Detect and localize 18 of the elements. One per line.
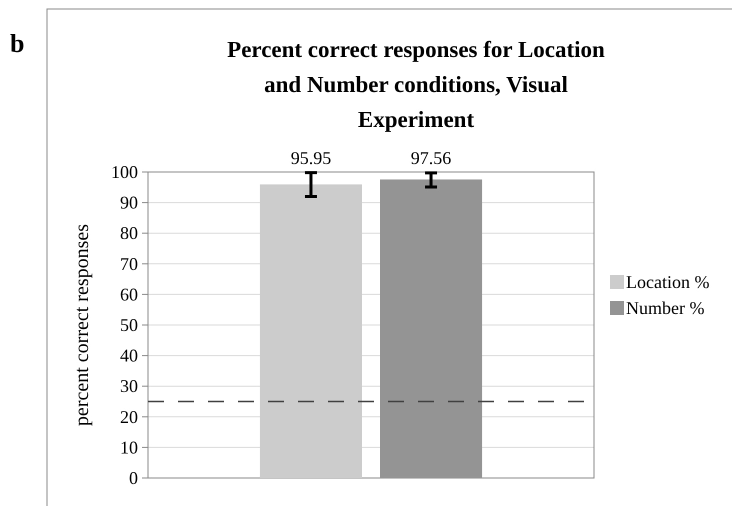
- y-tick-label: 40: [120, 346, 138, 366]
- y-tick-label: 10: [120, 437, 138, 458]
- y-tick-label: 30: [120, 376, 138, 396]
- chart-title: Percent correct responses for Location and Number conditions, Visual Experiment: [227, 37, 606, 132]
- data-label: 95.95: [290, 148, 332, 168]
- data-label: 97.56: [410, 148, 452, 168]
- y-tick-label: 20: [120, 406, 138, 427]
- y-tick-label: 50: [120, 315, 138, 335]
- y-tick-label: 100: [111, 162, 138, 182]
- legend-label: Number %: [626, 298, 704, 318]
- text: b: [10, 29, 24, 58]
- legend-label: Location %: [626, 272, 710, 292]
- y-tick-label: 90: [120, 192, 138, 213]
- y-tick-label: 80: [120, 223, 138, 244]
- y-tick-label: 70: [120, 254, 138, 274]
- y-axis-title: percent correct responses: [71, 224, 93, 426]
- y-tick-label: 60: [120, 284, 138, 304]
- y-tick-label: 0: [129, 468, 138, 488]
